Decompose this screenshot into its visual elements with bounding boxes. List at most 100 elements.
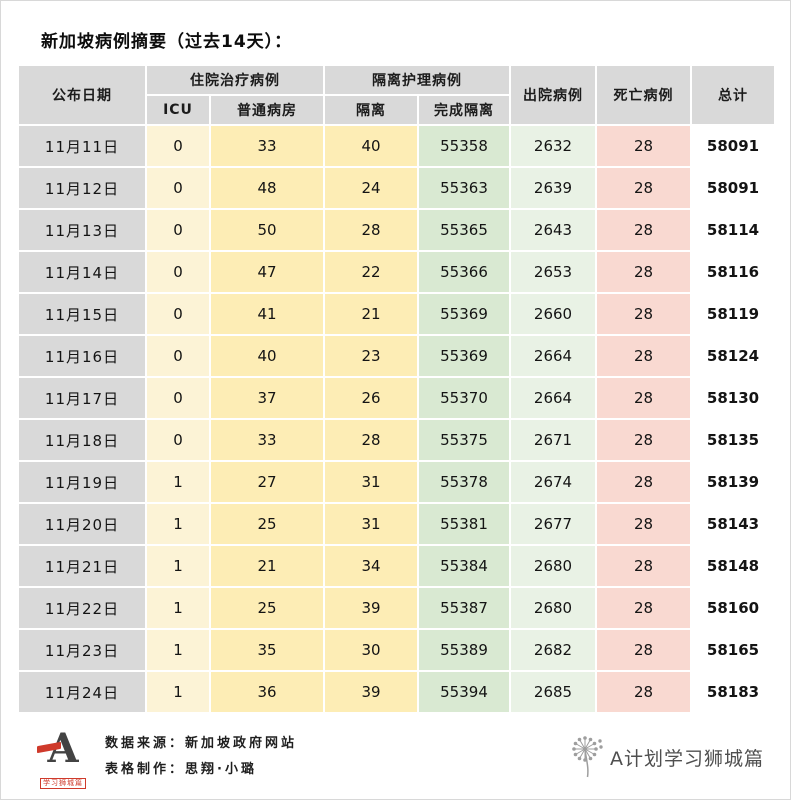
table-credit-line: 表格制作：思翔·小璐 (105, 762, 257, 777)
total-cell: 58091 (692, 168, 774, 208)
footer: A 学习狮城篇 数据来源：新加坡政府网站 表格制作：思翔·小璐 (37, 726, 764, 789)
table-row: 11月20日 1 25 31 55381 2677 28 58143 (19, 504, 774, 544)
icu-cell: 0 (147, 210, 209, 250)
discharged-cell: 2643 (511, 210, 595, 250)
icu-cell: 0 (147, 126, 209, 166)
table-row: 11月16日 0 40 23 55369 2664 28 58124 (19, 336, 774, 376)
total-cell: 58114 (692, 210, 774, 250)
general-ward-cell: 27 (211, 462, 323, 502)
isolation-cell: 31 (325, 504, 417, 544)
general-ward-cell: 21 (211, 546, 323, 586)
header-completed-isolation: 完成隔离 (419, 96, 509, 124)
discharged-cell: 2639 (511, 168, 595, 208)
page-title: 新加坡病例摘要（过去14天）： (41, 32, 293, 52)
publish-date-cell: 11月14日 (19, 252, 145, 292)
total-cell: 58116 (692, 252, 774, 292)
isolation-cell: 22 (325, 252, 417, 292)
table-row: 11月18日 0 33 28 55375 2671 28 58135 (19, 420, 774, 460)
table-row: 11月13日 0 50 28 55365 2643 28 58114 (19, 210, 774, 250)
table-row: 11月15日 0 41 21 55369 2660 28 58119 (19, 294, 774, 334)
icu-cell: 1 (147, 588, 209, 628)
completed-isolation-cell: 55387 (419, 588, 509, 628)
icu-cell: 0 (147, 252, 209, 292)
total-cell: 58130 (692, 378, 774, 418)
completed-isolation-cell: 55381 (419, 504, 509, 544)
deaths-cell: 28 (597, 210, 690, 250)
table-row: 11月23日 1 35 30 55389 2682 28 58165 (19, 630, 774, 670)
footer-credits: 数据来源：新加坡政府网站 表格制作：思翔·小璐 (105, 731, 297, 783)
general-ward-cell: 41 (211, 294, 323, 334)
publish-date-cell: 11月13日 (19, 210, 145, 250)
discharged-cell: 2680 (511, 588, 595, 628)
header-publish-date: 公布日期 (19, 66, 145, 124)
header-hospitalized-group: 住院治疗病例 (147, 66, 323, 94)
icu-cell: 1 (147, 504, 209, 544)
completed-isolation-cell: 55366 (419, 252, 509, 292)
discharged-cell: 2660 (511, 294, 595, 334)
total-cell: 58165 (692, 630, 774, 670)
deaths-cell: 28 (597, 252, 690, 292)
general-ward-cell: 36 (211, 672, 323, 712)
general-ward-cell: 37 (211, 378, 323, 418)
isolation-cell: 40 (325, 126, 417, 166)
covid-summary-table: 公布日期 住院治疗病例 隔离护理病例 出院病例 死亡病例 总计 ICU 普通病房… (17, 64, 776, 714)
completed-isolation-cell: 55358 (419, 126, 509, 166)
table-row: 11月22日 1 25 39 55387 2680 28 58160 (19, 588, 774, 628)
isolation-cell: 31 (325, 462, 417, 502)
table-row: 11月17日 0 37 26 55370 2664 28 58130 (19, 378, 774, 418)
header-discharged: 出院病例 (511, 66, 595, 124)
table-row: 11月21日 1 21 34 55384 2680 28 58148 (19, 546, 774, 586)
header-group-row: 公布日期 住院治疗病例 隔离护理病例 出院病例 死亡病例 总计 (19, 66, 774, 124)
completed-isolation-cell: 55365 (419, 210, 509, 250)
discharged-cell: 2682 (511, 630, 595, 670)
deaths-cell: 28 (597, 126, 690, 166)
table-row: 11月11日 0 33 40 55358 2632 28 58091 (19, 126, 774, 166)
total-cell: 58183 (692, 672, 774, 712)
completed-isolation-cell: 55369 (419, 336, 509, 376)
a-plan-logo: A 学习狮城篇 (37, 728, 89, 789)
completed-isolation-cell: 55370 (419, 378, 509, 418)
discharged-cell: 2664 (511, 378, 595, 418)
isolation-cell: 23 (325, 336, 417, 376)
deaths-cell: 28 (597, 672, 690, 712)
general-ward-cell: 25 (211, 588, 323, 628)
completed-isolation-cell: 55375 (419, 420, 509, 460)
header-sub-row: ICU 普通病房 隔离 完成隔离 (19, 96, 774, 124)
publish-date-cell: 11月11日 (19, 126, 145, 166)
isolation-cell: 30 (325, 630, 417, 670)
table-row: 11月12日 0 48 24 55363 2639 28 58091 (19, 168, 774, 208)
general-ward-cell: 50 (211, 210, 323, 250)
deaths-cell: 28 (597, 420, 690, 460)
total-cell: 58148 (692, 546, 774, 586)
icu-cell: 1 (147, 546, 209, 586)
icu-cell: 1 (147, 672, 209, 712)
total-cell: 58139 (692, 462, 774, 502)
discharged-cell: 2677 (511, 504, 595, 544)
discharged-cell: 2680 (511, 546, 595, 586)
publish-date-cell: 11月22日 (19, 588, 145, 628)
publish-date-cell: 11月24日 (19, 672, 145, 712)
logo-subtext: 学习狮城篇 (40, 778, 86, 789)
deaths-cell: 28 (597, 336, 690, 376)
deaths-cell: 28 (597, 168, 690, 208)
general-ward-cell: 33 (211, 420, 323, 460)
icu-cell: 0 (147, 168, 209, 208)
table-row: 11月19日 1 27 31 55378 2674 28 58139 (19, 462, 774, 502)
publish-date-cell: 11月21日 (19, 546, 145, 586)
header-general-ward: 普通病房 (211, 96, 323, 124)
general-ward-cell: 48 (211, 168, 323, 208)
total-cell: 58091 (692, 126, 774, 166)
discharged-cell: 2664 (511, 336, 595, 376)
total-cell: 58135 (692, 420, 774, 460)
completed-isolation-cell: 55384 (419, 546, 509, 586)
table-header: 公布日期 住院治疗病例 隔离护理病例 出院病例 死亡病例 总计 ICU 普通病房… (19, 66, 774, 124)
publish-date-cell: 11月12日 (19, 168, 145, 208)
icu-cell: 0 (147, 336, 209, 376)
header-deaths: 死亡病例 (597, 66, 690, 124)
table-body: 11月11日 0 33 40 55358 2632 28 58091 11月12日 0 48 24 55… (19, 126, 774, 712)
footer-credits-block: A 学习狮城篇 数据来源：新加坡政府网站 表格制作：思翔·小璐 (37, 728, 297, 789)
isolation-cell: 21 (325, 294, 417, 334)
total-cell: 58143 (692, 504, 774, 544)
deaths-cell: 28 (597, 630, 690, 670)
watermark: A计划学习狮城篇 (566, 735, 764, 779)
